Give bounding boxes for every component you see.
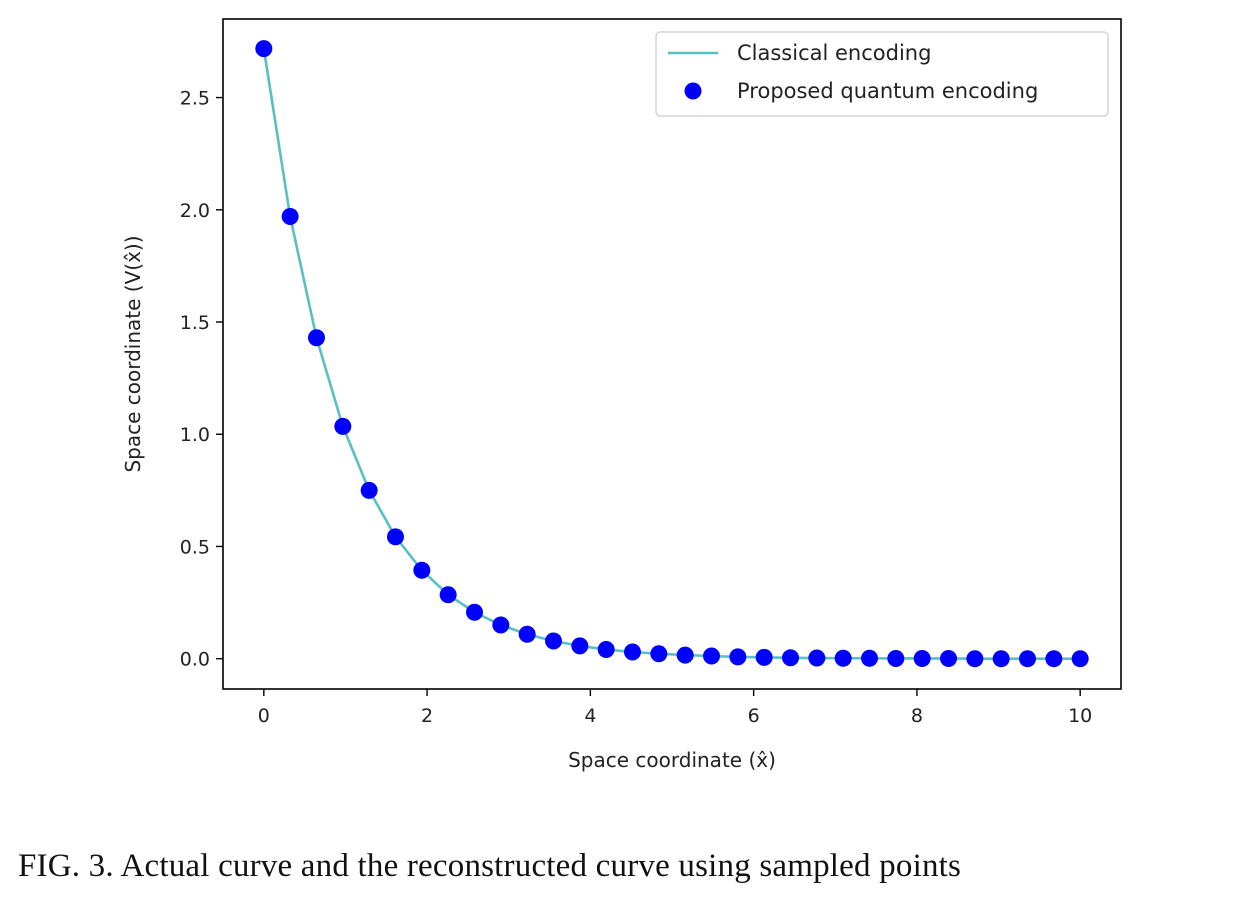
data-point-quantum-encoding (334, 417, 352, 435)
legend-label-quantum: Proposed quantum encoding (737, 79, 1038, 103)
data-point-quantum-encoding (518, 625, 536, 643)
data-point-quantum-encoding (1019, 650, 1037, 668)
data-point-quantum-encoding (281, 208, 299, 226)
y-tick-label: 2.0 (180, 200, 210, 222)
data-point-quantum-encoding (676, 646, 694, 664)
legend-marker-swatch (684, 82, 702, 100)
legend: Classical encoding Proposed quantum enco… (655, 31, 1109, 117)
data-point-quantum-encoding (307, 329, 325, 347)
data-point-quantum-encoding (808, 649, 826, 667)
series-layer (255, 40, 1089, 668)
y-axis-label: Space coordinate (V(x̂)) (121, 235, 145, 472)
y-tick-label: 0.0 (180, 649, 210, 671)
data-point-quantum-encoding (465, 603, 483, 621)
data-point-quantum-encoding (413, 561, 431, 579)
data-point-quantum-encoding (624, 643, 641, 661)
data-point-quantum-encoding (755, 648, 773, 666)
y-tick-label: 1.5 (180, 312, 210, 334)
y-tick-label: 2.5 (180, 88, 210, 110)
chart: 0 2 4 6 8 10 0.0 0.5 1.0 1.5 2.0 2.5 Space coordin… (121, 18, 1122, 772)
x-tick-label: 6 (748, 705, 760, 727)
data-point-quantum-encoding (571, 637, 589, 655)
x-tick-label: 4 (584, 705, 596, 727)
data-point-quantum-encoding (545, 632, 562, 650)
data-point-quantum-encoding (597, 641, 615, 658)
data-point-quantum-encoding (729, 648, 747, 666)
x-tick-label: 2 (421, 705, 433, 727)
x-axis-ticks: 0 2 4 6 8 10 (258, 689, 1092, 727)
data-point-quantum-encoding (703, 647, 720, 665)
data-point-quantum-encoding (966, 650, 984, 668)
data-point-quantum-encoding (940, 649, 958, 667)
data-point-quantum-encoding (386, 528, 404, 546)
x-axis-label: Space coordinate (x̂) (568, 748, 776, 772)
y-tick-label: 0.5 (180, 536, 210, 558)
y-tick-label: 1.0 (180, 424, 210, 446)
legend-box (655, 31, 1109, 117)
plot-area (223, 19, 1121, 689)
data-point-quantum-encoding (439, 586, 457, 604)
x-tick-label: 8 (911, 705, 923, 727)
figure-caption: FIG. 3. Actual curve and the reconstruct… (18, 848, 962, 884)
data-point-quantum-encoding (782, 649, 799, 667)
data-point-quantum-encoding (834, 649, 852, 667)
y-axis-ticks: 0.0 0.5 1.0 1.5 2.0 2.5 (180, 88, 223, 671)
data-point-quantum-encoding (992, 650, 1010, 668)
data-point-quantum-encoding (255, 40, 273, 58)
data-point-quantum-encoding (650, 645, 668, 663)
x-tick-label: 0 (258, 705, 270, 727)
data-point-quantum-encoding (1071, 650, 1089, 668)
data-point-quantum-encoding (887, 649, 905, 667)
plot-frame (222, 18, 1122, 690)
data-point-quantum-encoding (861, 649, 879, 667)
data-point-quantum-encoding (492, 616, 510, 634)
x-tick-label: 10 (1068, 705, 1092, 727)
data-point-quantum-encoding (1045, 650, 1063, 668)
data-point-quantum-encoding (360, 481, 378, 499)
data-point-quantum-encoding (913, 649, 931, 667)
legend-label-classical: Classical encoding (737, 41, 931, 65)
